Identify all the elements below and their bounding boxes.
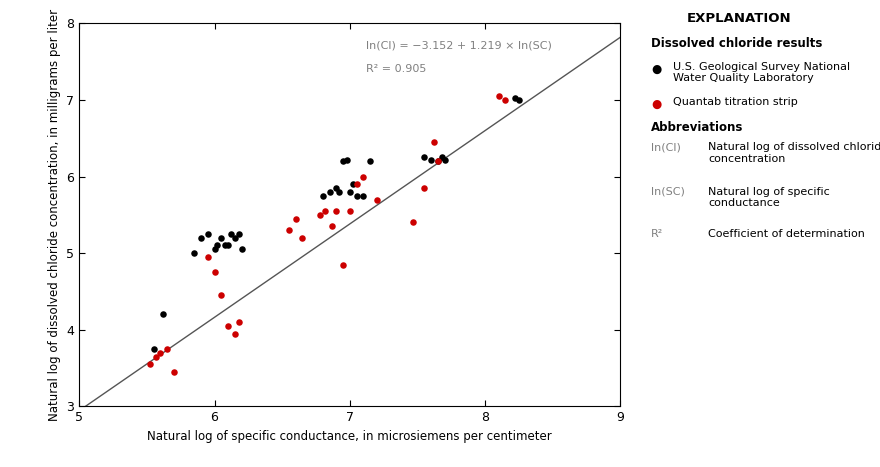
Point (231, 230, 246, 238)
Point (224, 230, 238, 238)
Point (407, 219, 421, 226)
Point (437, 156, 451, 163)
Point (214, 291, 228, 299)
Point (363, 157, 378, 165)
Point (160, 345, 174, 353)
Point (326, 223, 340, 230)
Point (282, 226, 296, 234)
Point (296, 234, 310, 241)
Point (349, 180, 363, 188)
Point (231, 318, 246, 326)
Point (194, 234, 208, 241)
Point (349, 192, 363, 199)
Text: U.S. Geological Survey National
Water Quality Laboratory: U.S. Geological Survey National Water Qu… (673, 62, 850, 83)
Point (214, 234, 228, 241)
Text: Abbreviations: Abbreviations (651, 121, 744, 134)
Text: R² = 0.905: R² = 0.905 (366, 64, 427, 74)
Point (228, 330, 242, 337)
Point (167, 368, 181, 375)
Point (512, 96, 526, 104)
Point (435, 154, 449, 161)
Point (332, 188, 346, 196)
Point (356, 173, 370, 180)
Point (150, 353, 164, 360)
Point (427, 138, 441, 146)
Text: Quantab titration strip: Quantab titration strip (673, 97, 798, 106)
Point (221, 322, 235, 330)
Point (336, 261, 350, 269)
Point (430, 157, 444, 165)
Point (228, 234, 242, 241)
Text: ln(SC): ln(SC) (651, 187, 685, 197)
Y-axis label: Natural log of dissolved chloride concentration, in milligrams per liter: Natural log of dissolved chloride concen… (48, 9, 61, 421)
Point (201, 230, 215, 238)
Point (235, 246, 249, 253)
Point (370, 196, 384, 203)
Point (208, 269, 222, 276)
Point (153, 349, 167, 356)
Point (221, 242, 235, 249)
Point (343, 207, 357, 215)
Point (208, 246, 222, 253)
Text: ●: ● (651, 63, 662, 76)
Point (356, 192, 370, 199)
Point (346, 180, 360, 188)
Point (340, 156, 354, 163)
Point (508, 95, 522, 102)
Point (156, 311, 170, 318)
Point (417, 154, 431, 161)
Point (319, 207, 333, 215)
Point (329, 207, 343, 215)
Text: R²: R² (651, 229, 664, 239)
Point (336, 157, 350, 165)
Text: Coefficient of determination: Coefficient of determination (708, 229, 865, 239)
Point (492, 92, 506, 100)
Text: ln(Cl): ln(Cl) (651, 142, 681, 152)
Point (210, 242, 224, 249)
Text: Natural log of specific
conductance: Natural log of specific conductance (708, 187, 830, 208)
Point (187, 249, 202, 257)
Text: Dissolved chloride results: Dissolved chloride results (651, 37, 823, 50)
Point (147, 345, 161, 353)
Point (498, 96, 512, 104)
Point (322, 188, 336, 196)
Point (417, 184, 431, 192)
Text: ●: ● (651, 98, 662, 111)
Point (143, 361, 157, 368)
Point (313, 211, 327, 219)
Text: EXPLANATION: EXPLANATION (687, 12, 791, 25)
Point (424, 156, 438, 163)
Point (218, 242, 232, 249)
Point (201, 253, 215, 261)
Text: Natural log of dissolved chloride
concentration: Natural log of dissolved chloride concen… (708, 142, 880, 164)
Point (316, 192, 330, 199)
Point (430, 157, 444, 165)
Point (329, 184, 343, 192)
Point (343, 188, 357, 196)
Point (289, 215, 303, 222)
X-axis label: Natural log of specific conductance, in microsiemens per centimeter: Natural log of specific conductance, in … (148, 430, 552, 443)
Text: ln(Cl) = −3.152 + 1.219 × ln(SC): ln(Cl) = −3.152 + 1.219 × ln(SC) (366, 41, 552, 50)
